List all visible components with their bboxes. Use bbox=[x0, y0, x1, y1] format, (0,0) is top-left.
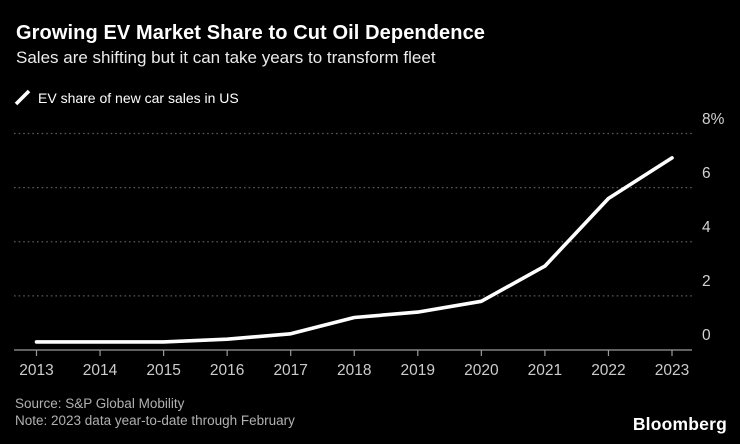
page-title: Growing EV Market Share to Cut Oil Depen… bbox=[16, 22, 486, 44]
x-axis-label: 2021 bbox=[527, 362, 563, 379]
legend: EV share of new car sales in US bbox=[14, 89, 239, 106]
x-axis-label: 2017 bbox=[273, 362, 308, 379]
page-subtitle: Sales are shifting but it can take years… bbox=[16, 48, 436, 67]
data-note: Note: 2023 data year-to-date through Feb… bbox=[15, 413, 295, 428]
x-axis-label: 2023 bbox=[654, 362, 690, 379]
x-axis-label: 2018 bbox=[337, 362, 372, 379]
y-axis-label: 2 bbox=[702, 272, 711, 290]
x-axis-label: 2015 bbox=[146, 362, 181, 379]
bloomberg-logo: Bloomberg bbox=[632, 414, 727, 434]
line-series-icon bbox=[14, 89, 31, 106]
x-axis-label: 2013 bbox=[19, 362, 54, 379]
x-axis-label: 2020 bbox=[464, 362, 499, 379]
x-axis-label: 2019 bbox=[400, 362, 436, 379]
ev-share-line bbox=[34, 156, 674, 344]
legend-label: EV share of new car sales in US bbox=[38, 89, 239, 106]
y-axis-label: 8% bbox=[702, 110, 725, 128]
x-axis-label: 2022 bbox=[591, 362, 626, 379]
y-axis-label: 4 bbox=[702, 218, 711, 236]
x-axis-label: 2014 bbox=[82, 362, 118, 379]
y-axis-label: 0 bbox=[702, 327, 711, 344]
source-note: Source: S&P Global Mobility bbox=[15, 396, 185, 411]
y-axis-label: 6 bbox=[702, 164, 711, 182]
x-axis-label: 2016 bbox=[209, 362, 245, 379]
